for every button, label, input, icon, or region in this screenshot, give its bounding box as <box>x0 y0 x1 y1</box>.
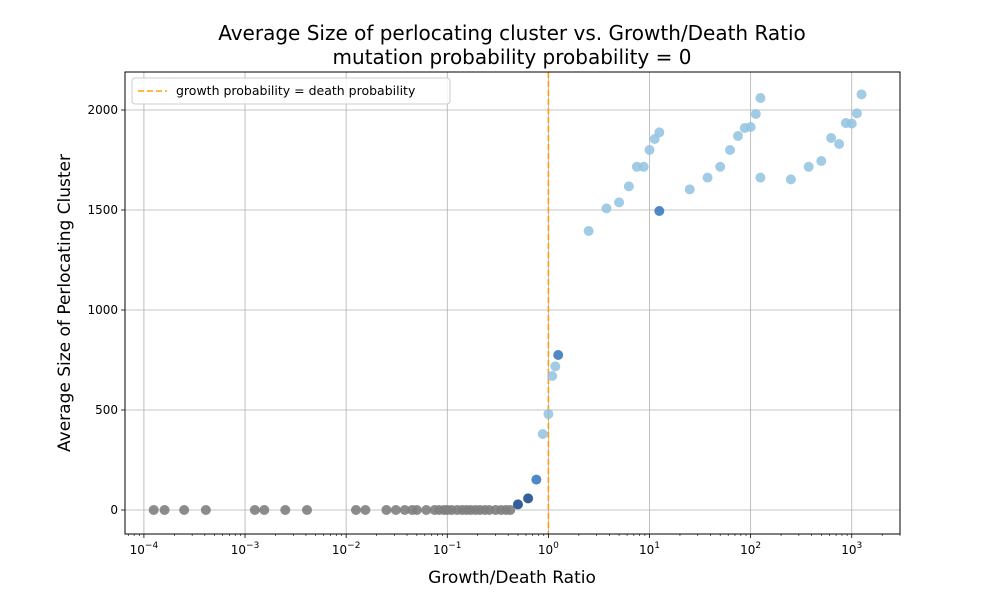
data-point <box>785 174 796 185</box>
data-point <box>715 161 726 172</box>
y-tick-label: 1500 <box>87 203 118 217</box>
grid <box>125 72 900 534</box>
x-axis-ticks: 10−4 10−3 10−2 10−1 100 101 102 103 <box>127 534 901 557</box>
data-point <box>390 505 401 515</box>
data-point <box>614 197 625 208</box>
chart-title: Average Size of perlocating cluster vs. … <box>218 21 806 45</box>
data-point <box>755 93 766 103</box>
legend-entry-label: growth probability = death probability <box>176 83 416 98</box>
data-point <box>654 206 665 216</box>
y-tick-label: 1000 <box>87 303 118 317</box>
data-point <box>834 139 845 149</box>
plot-area-frame <box>124 71 901 535</box>
legend: growth probability = death probability <box>131 77 451 105</box>
data-point <box>644 145 655 155</box>
data-point <box>733 131 744 141</box>
data-point <box>856 89 867 100</box>
data-point <box>280 505 291 515</box>
chart-subtitle: mutation probability probability = 0 <box>333 45 692 69</box>
data-point <box>553 350 564 360</box>
y-tick-label: 0 <box>110 503 118 517</box>
data-point <box>803 161 814 172</box>
data-point <box>350 505 361 515</box>
x-tick-label: 101 <box>639 541 660 557</box>
x-tick-label: 10−2 <box>332 541 361 557</box>
data-points <box>148 89 867 515</box>
data-point <box>684 184 695 195</box>
data-point <box>179 505 190 515</box>
y-tick-label: 500 <box>95 403 118 417</box>
data-point <box>259 505 270 515</box>
data-point <box>148 505 159 515</box>
data-point <box>583 226 594 236</box>
data-point <box>851 108 862 119</box>
data-point <box>531 474 542 485</box>
data-point <box>249 505 260 515</box>
data-point <box>381 505 392 515</box>
y-axis-ticks: 0 500 1000 1500 2000 <box>87 103 125 517</box>
x-tick-label: 102 <box>740 541 761 557</box>
data-point <box>200 505 211 515</box>
data-point <box>360 505 371 515</box>
data-point <box>601 203 612 214</box>
data-point <box>638 161 649 172</box>
data-point <box>399 505 410 515</box>
x-tick-label: 103 <box>841 541 862 557</box>
data-point <box>846 118 857 129</box>
data-point <box>826 133 837 143</box>
data-point <box>543 409 554 419</box>
data-point <box>411 505 422 515</box>
data-point <box>724 145 735 155</box>
x-tick-label: 10−4 <box>130 541 159 557</box>
data-point <box>523 493 534 504</box>
data-point <box>654 127 665 138</box>
data-point <box>302 505 313 515</box>
data-point <box>512 499 523 510</box>
data-point <box>816 156 827 166</box>
data-point <box>755 172 766 183</box>
y-tick-label: 2000 <box>87 103 118 117</box>
data-point <box>745 122 756 132</box>
x-tick-label: 10−3 <box>231 541 260 557</box>
data-point <box>547 371 558 381</box>
data-point <box>623 181 634 192</box>
data-point <box>702 172 713 183</box>
legend-box <box>131 77 451 105</box>
data-point <box>421 505 432 515</box>
data-point <box>750 109 761 119</box>
data-point <box>550 361 561 372</box>
x-axis-label: Growth/Death Ratio <box>428 568 596 588</box>
data-point <box>505 505 516 515</box>
x-tick-label: 10−1 <box>433 541 462 557</box>
y-axis-label: Average Size of Perlocating Cluster <box>55 154 75 452</box>
data-point <box>159 505 170 515</box>
x-tick-label: 100 <box>538 541 559 557</box>
data-point <box>537 429 548 439</box>
